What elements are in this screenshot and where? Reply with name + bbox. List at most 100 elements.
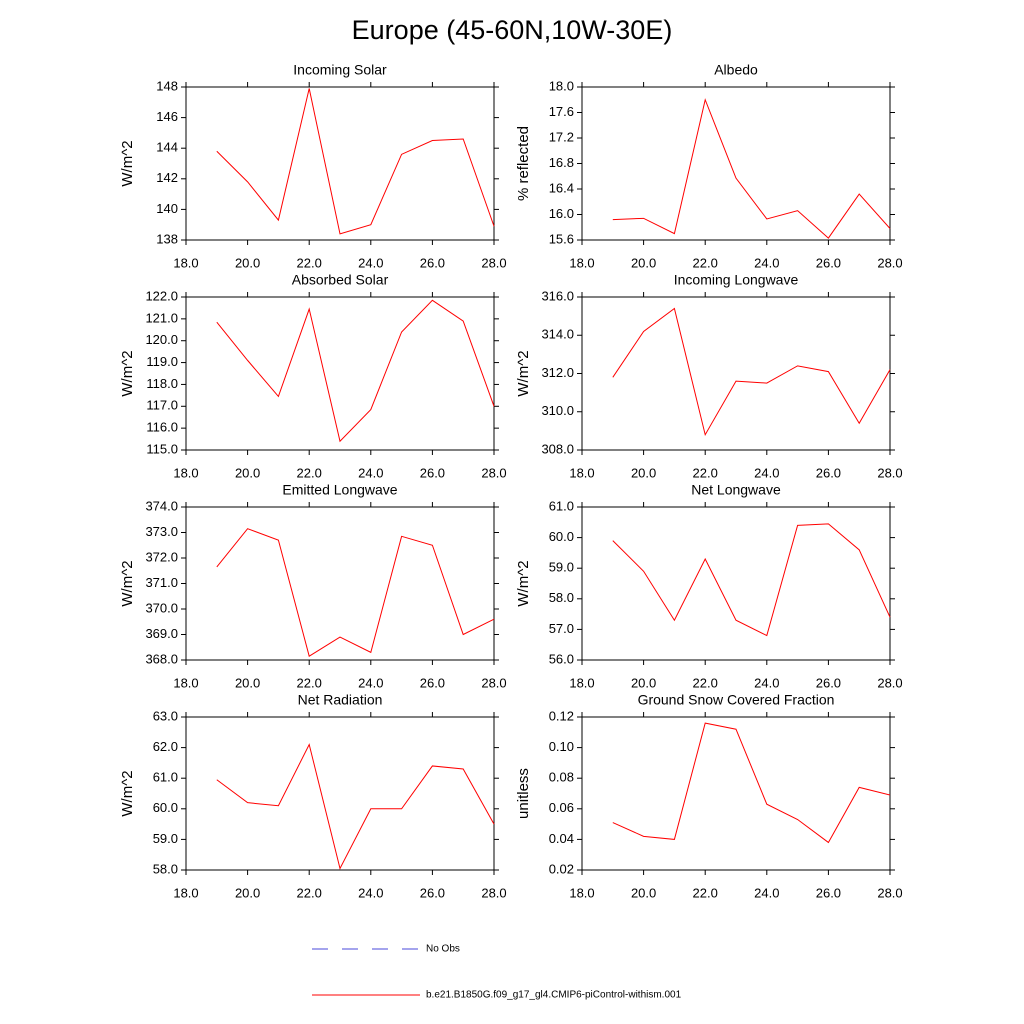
y-tick-label: 0.02: [549, 861, 574, 876]
y-tick-label: 369.0: [145, 626, 178, 641]
plot-frame: [185, 86, 495, 241]
y-tick-label: 118.0: [146, 376, 178, 391]
y-axis-label: W/m^2: [119, 350, 136, 396]
x-tick-label: 24.0: [358, 885, 383, 900]
plot-frame: [581, 506, 891, 661]
x-tick-label: 26.0: [420, 885, 445, 900]
x-tick-label: 18.0: [173, 675, 198, 690]
x-tick-label: 26.0: [816, 255, 841, 270]
y-tick-label: 0.10: [549, 739, 574, 754]
panel-title: Net Radiation: [298, 692, 383, 708]
x-tick-label: 28.0: [877, 465, 902, 480]
y-tick-label: 122.0: [145, 288, 178, 303]
y-tick-label: 0.06: [549, 800, 574, 815]
y-tick-label: 17.2: [549, 129, 574, 144]
x-tick-label: 26.0: [420, 675, 445, 690]
data-line: [612, 722, 891, 844]
x-tick-label: 18.0: [569, 675, 594, 690]
x-tick-label: 24.0: [754, 255, 779, 270]
x-tick-label: 24.0: [754, 675, 779, 690]
y-tick-label: 146: [156, 109, 178, 124]
x-tick-label: 28.0: [481, 255, 506, 270]
x-tick-label: 26.0: [420, 255, 445, 270]
data-line: [612, 307, 891, 437]
y-tick-label: 16.0: [549, 206, 574, 221]
data-line: [612, 98, 891, 239]
y-axis-label: W/m^2: [119, 140, 136, 186]
x-tick-label: 22.0: [693, 885, 718, 900]
x-tick-label: 18.0: [569, 885, 594, 900]
x-tick-label: 22.0: [693, 255, 718, 270]
x-tick-label: 28.0: [877, 675, 902, 690]
panel-title: Incoming Solar: [293, 62, 387, 78]
y-tick-label: 16.8: [549, 155, 574, 170]
data-line: [612, 523, 891, 637]
y-tick-label: 119.0: [146, 354, 178, 369]
y-tick-label: 314.0: [541, 327, 574, 342]
x-tick-label: 18.0: [173, 465, 198, 480]
y-tick-label: 15.6: [549, 231, 574, 246]
x-tick-label: 24.0: [754, 465, 779, 480]
data-line: [216, 299, 495, 443]
plot-frame: [581, 716, 891, 871]
page-title: Europe (45-60N,10W-30E): [352, 15, 673, 45]
x-tick-label: 20.0: [631, 675, 656, 690]
y-tick-label: 148: [156, 78, 178, 93]
y-tick-label: 371.0: [145, 575, 178, 590]
y-tick-label: 312.0: [541, 365, 574, 380]
y-tick-label: 138: [156, 231, 178, 246]
x-tick-label: 18.0: [173, 255, 198, 270]
y-axis-label: W/m^2: [515, 350, 532, 396]
y-axis-label: W/m^2: [119, 770, 136, 816]
x-tick-label: 22.0: [693, 675, 718, 690]
panel-title: Ground Snow Covered Fraction: [638, 692, 835, 708]
x-tick-label: 22.0: [297, 885, 322, 900]
x-tick-label: 22.0: [297, 675, 322, 690]
y-tick-label: 117.0: [146, 398, 178, 413]
y-tick-label: 140: [156, 201, 178, 216]
y-tick-label: 372.0: [145, 549, 178, 564]
plot-frame: [581, 296, 891, 451]
y-axis-label: W/m^2: [515, 560, 532, 606]
x-tick-label: 20.0: [235, 465, 260, 480]
y-tick-label: 0.04: [549, 831, 574, 846]
panel-title: Incoming Longwave: [674, 272, 799, 288]
y-tick-label: 144: [156, 140, 178, 155]
x-tick-label: 28.0: [877, 885, 902, 900]
panel-title: Emitted Longwave: [282, 482, 397, 498]
y-tick-label: 16.4: [549, 180, 574, 195]
data-line: [216, 88, 495, 235]
plot-frame: [185, 716, 495, 871]
y-tick-label: 63.0: [153, 708, 178, 723]
plot-frame: [581, 86, 891, 241]
y-tick-label: 58.0: [153, 861, 178, 876]
y-tick-label: 60.0: [153, 800, 178, 815]
y-tick-label: 59.0: [153, 831, 178, 846]
y-tick-label: 62.0: [153, 739, 178, 754]
x-tick-label: 22.0: [693, 465, 718, 480]
x-tick-label: 20.0: [235, 885, 260, 900]
x-tick-label: 22.0: [297, 465, 322, 480]
x-tick-label: 28.0: [481, 885, 506, 900]
x-tick-label: 24.0: [358, 465, 383, 480]
x-tick-label: 26.0: [816, 675, 841, 690]
y-tick-label: 0.12: [549, 708, 574, 723]
x-tick-label: 18.0: [569, 465, 594, 480]
x-tick-label: 26.0: [816, 465, 841, 480]
y-tick-label: 18.0: [549, 78, 574, 93]
panel-title: Absorbed Solar: [292, 272, 389, 288]
y-tick-label: 61.0: [549, 498, 574, 513]
x-tick-label: 18.0: [569, 255, 594, 270]
x-tick-label: 20.0: [235, 675, 260, 690]
y-tick-label: 368.0: [145, 651, 178, 666]
y-tick-label: 57.0: [549, 621, 574, 636]
x-tick-label: 24.0: [754, 885, 779, 900]
y-tick-label: 142: [156, 170, 178, 185]
y-tick-label: 373.0: [145, 524, 178, 539]
plot-frame: [185, 296, 495, 451]
data-line: [216, 743, 495, 870]
legend-label: No Obs: [426, 944, 460, 955]
y-tick-label: 116.0: [146, 420, 178, 435]
y-tick-label: 0.08: [549, 770, 574, 785]
